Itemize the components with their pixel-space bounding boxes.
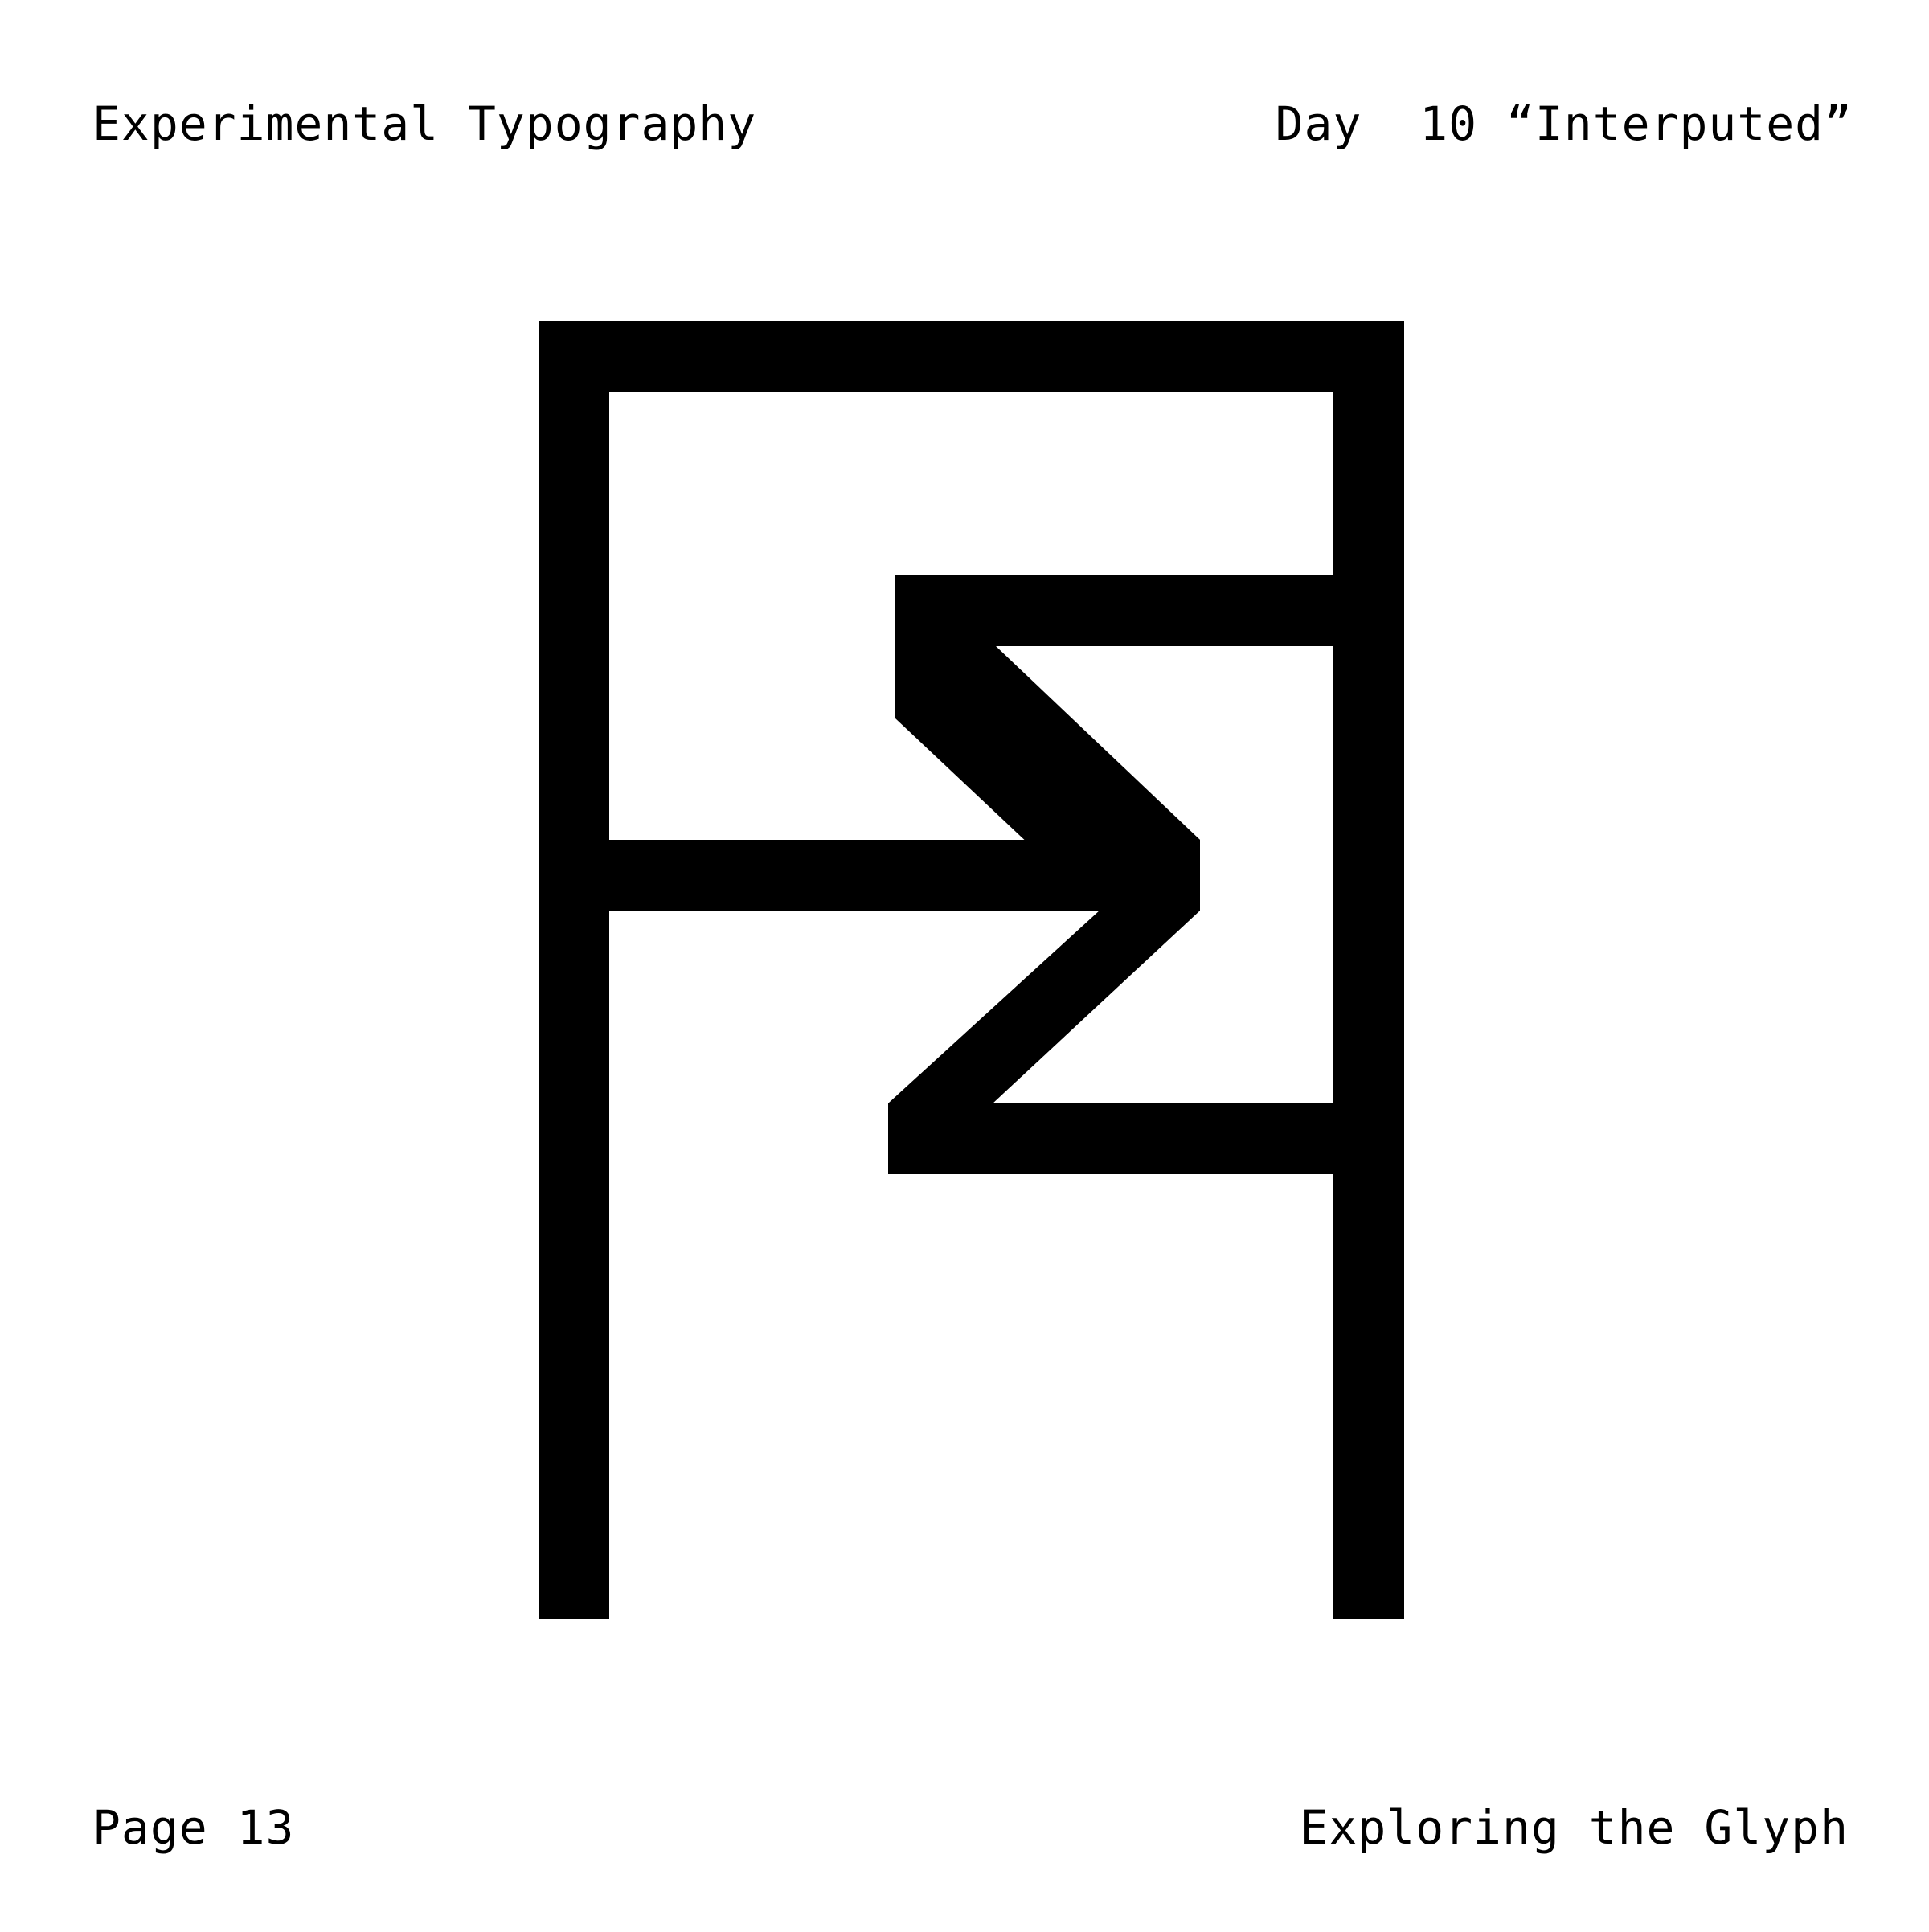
header-title: Experimental Typography — [92, 96, 757, 151]
sigma-inner-cut-top — [993, 646, 1333, 1103]
page-number-label: Page 13 — [92, 1800, 295, 1855]
right-lower-stem — [1333, 1174, 1404, 1619]
right-upper-stem — [1333, 321, 1404, 575]
header-day-title: Day 10 “Interputed” — [1275, 96, 1853, 151]
footer-caption: Exploring the Glyph — [1300, 1800, 1849, 1855]
sigma-point — [1100, 840, 1200, 911]
middle-bar — [539, 840, 1133, 911]
top-bar — [539, 321, 1404, 392]
sigma-upper-bar — [895, 575, 1404, 646]
left-stem — [539, 321, 609, 1619]
